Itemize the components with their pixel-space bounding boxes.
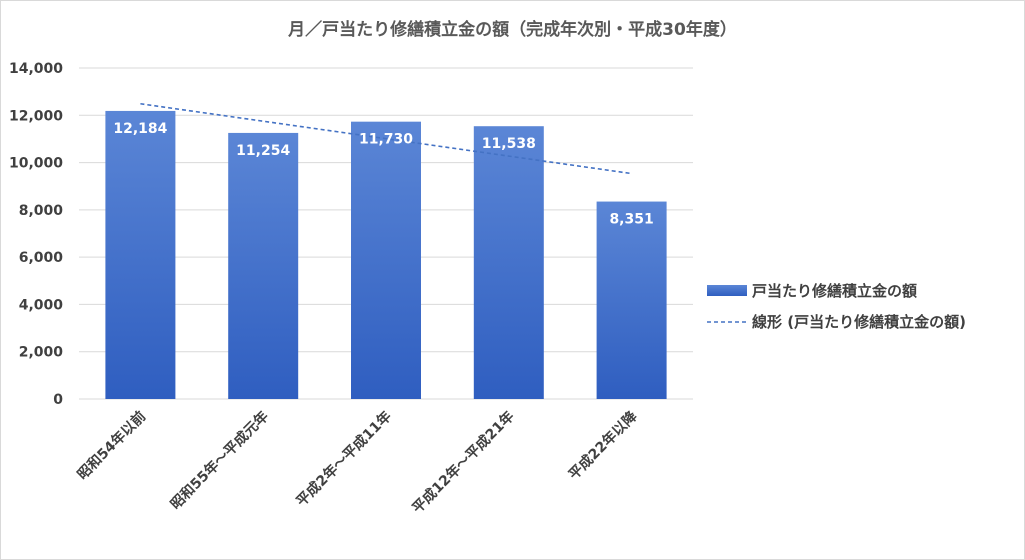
data-labels: 12,184 11,254 11,730 11,538 8,351 <box>113 121 653 228</box>
y-tick-label: 2,000 <box>19 345 64 361</box>
y-axis: 0 2,000 4,000 6,000 8,000 10,000 12,000 14,000 <box>9 61 63 408</box>
data-label: 11,254 <box>236 143 290 159</box>
y-tick-label: 6,000 <box>19 250 64 266</box>
data-label: 8,351 <box>609 212 653 228</box>
x-tick-label: 昭和55年～平成元年 <box>167 408 272 513</box>
x-tick-label: 平成2年～平成11年 <box>293 408 395 510</box>
bar <box>596 201 667 399</box>
x-tick-label: 平成22年以降 <box>565 407 641 483</box>
trendline-line <box>140 102 632 175</box>
legend-label: 戸当たり修繕積立金の額 <box>752 282 917 300</box>
y-tick-label: 4,000 <box>19 297 64 313</box>
x-axis: 昭和54年以前 昭和55年～平成元年 平成2年～平成11年 平成12年～平成21年 平成… <box>74 407 641 517</box>
x-tick-label: 平成12年～平成21年 <box>409 408 518 517</box>
y-tick-label: 8,000 <box>19 203 64 219</box>
legend-label: 線形 (戸当たり修繕積立金の額) <box>752 313 966 331</box>
data-label: 11,538 <box>482 136 536 152</box>
trendline <box>140 102 632 175</box>
y-tick-label: 12,000 <box>9 108 63 124</box>
y-tick-label: 0 <box>53 392 63 408</box>
y-tick-label: 10,000 <box>9 156 63 172</box>
data-label: 11,730 <box>359 132 413 148</box>
x-tick-label: 昭和54年以前 <box>74 408 149 483</box>
bar <box>228 132 299 399</box>
y-tick-label: 14,000 <box>9 61 63 77</box>
bar-series <box>105 110 667 400</box>
bar <box>105 110 176 399</box>
data-label: 12,184 <box>113 121 167 137</box>
legend-swatch-bar <box>707 285 747 296</box>
bar <box>473 126 544 400</box>
chart-title: 月／戸当たり修繕積立金の額（完成年次別・平成30年度） <box>288 20 737 40</box>
bar <box>351 121 421 400</box>
